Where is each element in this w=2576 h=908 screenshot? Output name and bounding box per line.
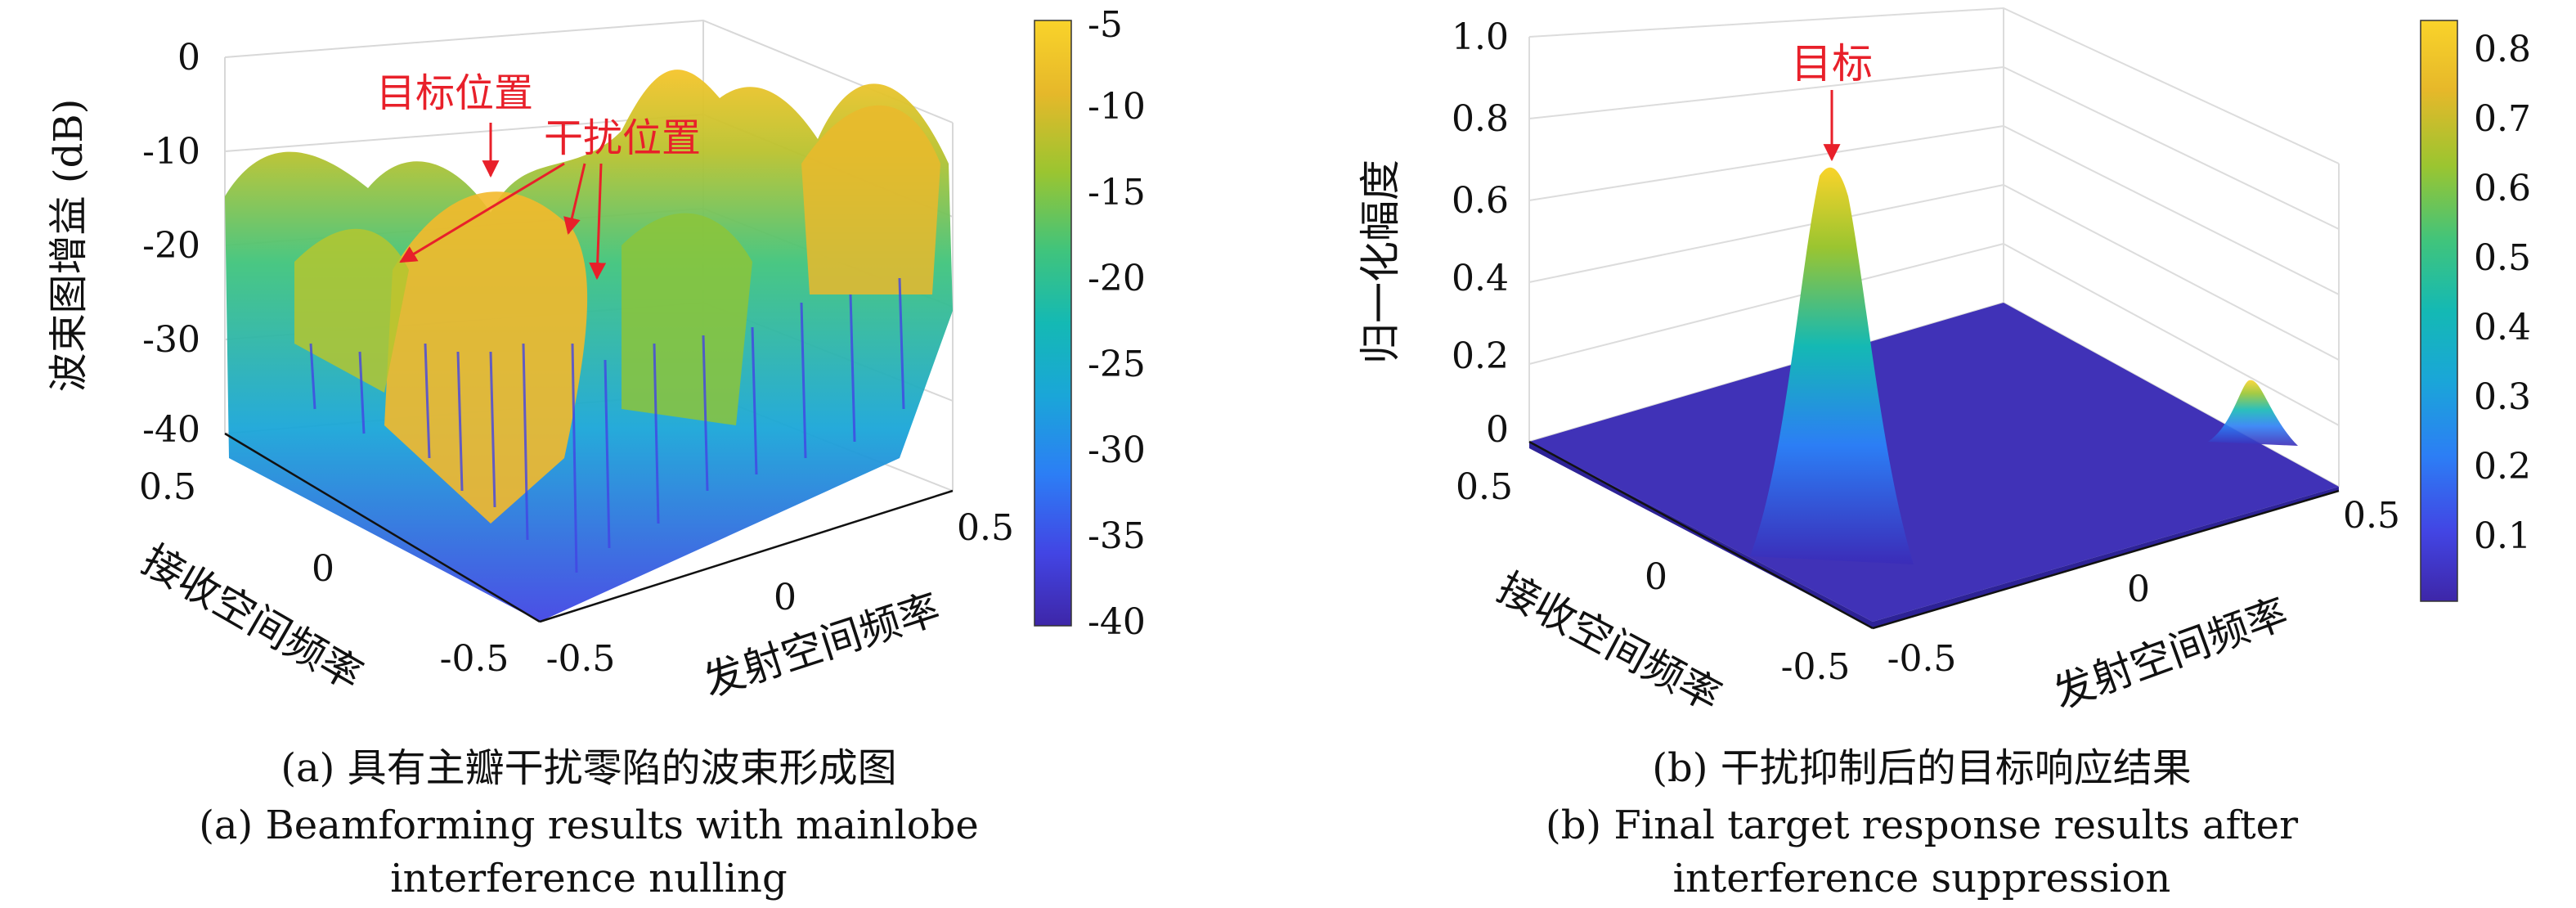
panel-b-ytick: 0	[2127, 569, 2150, 610]
panel-b-cbar-tick: 0.4	[2474, 307, 2531, 348]
panel-a-cbar-tick: -25	[1088, 344, 1146, 385]
panel-b-yticks: -0.5 0 0.5	[1887, 495, 2400, 680]
panel-b-caption-en-2: interference suppression	[1673, 856, 2171, 901]
panel-a-yticks: -0.5 0 0.5	[546, 507, 1014, 680]
panel-b-caption-cn: (b) 干扰抑制后的目标响应结果	[1652, 745, 2191, 791]
annotation-interference-position: 干扰位置	[544, 115, 701, 161]
panel-a-ztick: -20	[142, 225, 200, 267]
panel-a-ytick: 0	[774, 577, 797, 618]
panel-b-cbar-tick: 0.8	[2474, 29, 2531, 70]
panel-b-axes	[1528, 440, 2340, 630]
panel-b-ztick: 0.8	[1452, 98, 1509, 140]
panel-b-ztick: 0.4	[1452, 258, 1509, 299]
panel-a-caption-en-1: (a) Beamforming results with mainlobe	[199, 802, 979, 848]
panel-b-cbar-tick: 0.6	[2474, 168, 2531, 209]
panel-b-zticks: 1.0 0.8 0.6 0.4 0.2 0	[1452, 16, 1509, 451]
panel-a-cbar-tick: -40	[1088, 601, 1146, 643]
panel-a-ztick: -10	[142, 131, 200, 173]
panel-b-xticks: 0.5 0 -0.5	[1456, 466, 1850, 688]
panel-b-ztick: 0	[1486, 409, 1509, 451]
panel-a-xtick: 0	[312, 548, 334, 590]
panel-a-xlabel: 接收空间频率	[134, 536, 370, 699]
panel-b-ytick: 0.5	[2343, 495, 2400, 537]
panel-a-cbar-tick: -10	[1088, 86, 1146, 128]
panel-a-cbar-tick: -30	[1088, 429, 1146, 471]
panel-b: 1.0 0.8 0.6 0.4 0.2 0 归一化幅度 0.5 0 -0.5 接…	[1357, 7, 2531, 901]
panel-b-ztick: 0.2	[1452, 335, 1509, 377]
panel-a-xticks: 0.5 0 -0.5	[139, 466, 509, 680]
panel-b-ytick: -0.5	[1887, 638, 1957, 680]
panel-a-ytick: 0.5	[957, 507, 1014, 549]
panel-a-zlabel: 波束图增益 (dB)	[46, 99, 92, 393]
panel-a: 0 -10 -20 -30 -40 波束图增益 (dB) 0.5 0 -0.5 …	[46, 4, 1146, 901]
panel-b-xtick: -0.5	[1781, 646, 1851, 688]
panel-b-xtick: 0.5	[1456, 466, 1513, 508]
panel-b-cbar-tick: 0.2	[2474, 446, 2531, 488]
annotation-arrow	[563, 163, 586, 236]
panel-a-xtick: -0.5	[440, 638, 509, 680]
panel-a-cbar-tick: -15	[1088, 172, 1146, 214]
annotation-target-position: 目标位置	[376, 70, 533, 116]
panel-a-annotations: 目标位置 干扰位置	[376, 70, 701, 281]
panel-b-ztick: 1.0	[1452, 16, 1509, 58]
panel-b-minor-peak	[2208, 380, 2298, 446]
panel-b-caption-en-1: (b) Final target response results after	[1546, 802, 2298, 848]
panel-b-xlabel: 接收空间频率	[1490, 564, 1729, 721]
panel-b-main-peak	[1750, 167, 1914, 564]
panel-a-ztick: -30	[142, 319, 200, 361]
panel-b-cbar-tick: 0.1	[2474, 515, 2531, 557]
panel-a-ztick: -40	[142, 409, 200, 451]
annotation-target: 目标	[1791, 40, 1873, 88]
panel-b-xtick: 0	[1645, 556, 1667, 598]
panel-b-ztick: 0.6	[1452, 180, 1509, 222]
panel-a-ylabel: 发射空间频率	[698, 585, 945, 706]
panel-a-cbar-tick: -20	[1088, 258, 1146, 299]
panel-a-zticks: 0 -10 -20 -30 -40	[142, 37, 200, 451]
panel-b-cbar-tick: 0.5	[2474, 237, 2531, 279]
panel-a-ztick: 0	[177, 37, 200, 79]
panel-b-cbar-tick: 0.7	[2474, 98, 2531, 140]
panel-a-caption-cn: (a) 具有主瓣干扰零陷的波束形成图	[280, 745, 896, 791]
panel-b-ylabel: 发射空间频率	[2047, 589, 2294, 717]
panel-a-axes	[224, 432, 954, 623]
panel-a-cbar-tick: -35	[1088, 515, 1146, 557]
annotation-arrow	[399, 162, 565, 263]
panel-b-annotations: 目标	[1791, 40, 1873, 162]
annotation-arrow	[589, 163, 607, 281]
panel-a-cbar-tick: -5	[1088, 4, 1123, 46]
panel-b-cbar-tick: 0.3	[2474, 376, 2531, 418]
panel-a-caption-en-2: interference nulling	[390, 856, 787, 901]
panel-b-caption: (b) 干扰抑制后的目标响应结果 (b) Final target respon…	[1546, 745, 2298, 901]
panel-a-colorbar: -5 -10 -15 -20 -25 -30 -35 -40	[1034, 4, 1146, 643]
panel-a-xtick: 0.5	[139, 466, 196, 508]
panel-a-surface	[225, 70, 953, 622]
panel-b-colorbar: 0.8 0.7 0.6 0.5 0.4 0.3 0.2 0.1	[2420, 20, 2531, 602]
panel-b-floor-surface	[1529, 303, 2339, 622]
panel-a-caption: (a) 具有主瓣干扰零陷的波束形成图 (a) Beamforming resul…	[199, 745, 979, 901]
panel-b-zlabel: 归一化幅度	[1357, 160, 1404, 364]
panel-a-ytick: -0.5	[546, 638, 616, 680]
